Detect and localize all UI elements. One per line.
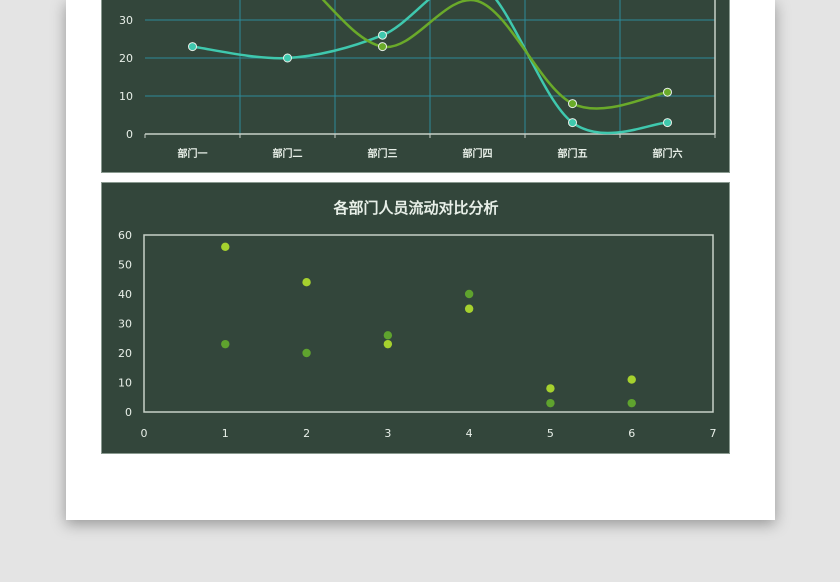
y-tick-label: 50	[118, 259, 132, 272]
scatter-point-1	[383, 331, 393, 340]
x-tick-label: 部门一	[178, 147, 208, 160]
y-tick-label: 30	[119, 14, 133, 27]
series-line-2	[321, 0, 668, 110]
x-tick-label: 4	[466, 427, 473, 440]
scatter-point-2	[302, 278, 311, 287]
scatter-point-1	[546, 398, 555, 408]
y-tick-label: 10	[119, 90, 133, 103]
line-chart-panel: 0 10 20 30 部门一 部门二 部门三 部门四 部门五 部门六	[101, 0, 730, 173]
x-tick-label: 1	[222, 427, 229, 440]
chart-title: 各部门人员流动对比分析	[332, 199, 498, 217]
data-point	[568, 118, 577, 128]
y-tick-label: 40	[118, 288, 132, 301]
x-tick-label: 5	[547, 427, 554, 440]
x-tick-label: 2	[303, 427, 310, 440]
scatter-point-2	[627, 375, 636, 384]
y-tick-label: 60	[118, 229, 132, 242]
y-tick-label: 0	[126, 128, 133, 141]
x-tick-label: 部门二	[273, 147, 303, 160]
scatter-point-2	[546, 384, 555, 393]
scatter-point-1	[302, 348, 311, 358]
x-tick-label: 0	[141, 427, 148, 440]
x-tick-label: 部门五	[558, 147, 588, 160]
y-tick-label: 20	[119, 52, 133, 65]
data-point	[663, 87, 672, 97]
scatter-point-1	[464, 289, 474, 299]
data-point	[568, 99, 577, 109]
scatter-point-2	[383, 339, 393, 349]
scatter-point-2	[221, 242, 230, 251]
x-tick-label: 7	[710, 427, 717, 440]
y-tick-label: 30	[118, 318, 132, 331]
line-chart: 0 10 20 30 部门一 部门二 部门三 部门四 部门五 部门六	[119, 0, 716, 160]
x-tick-label: 6	[628, 427, 635, 440]
data-point	[378, 30, 387, 40]
y-tick-label: 20	[118, 347, 132, 360]
x-tick-label: 部门六	[653, 147, 683, 160]
scatter-point-1	[627, 398, 636, 408]
scatter-chart-panel: 各部门人员流动对比分析 0 10 20 30 40 50 60 0 1 2 3 4 5 6 7	[101, 182, 730, 454]
data-point	[663, 118, 672, 128]
x-tick-label: 部门四	[463, 147, 493, 160]
scatter-chart: 各部门人员流动对比分析 0 10 20 30 40 50 60 0 1 2 3 4 5 6 7	[118, 199, 717, 440]
x-tick-label: 部门三	[368, 147, 398, 160]
scatter-point-2	[464, 304, 474, 313]
data-point	[378, 42, 387, 52]
y-tick-label: 0	[125, 406, 132, 419]
data-point	[283, 53, 292, 63]
y-tick-label: 10	[118, 377, 132, 390]
plot-area-border	[143, 234, 714, 413]
scatter-point-1	[221, 339, 230, 349]
data-point	[188, 42, 197, 52]
x-tick-label: 3	[384, 427, 391, 440]
